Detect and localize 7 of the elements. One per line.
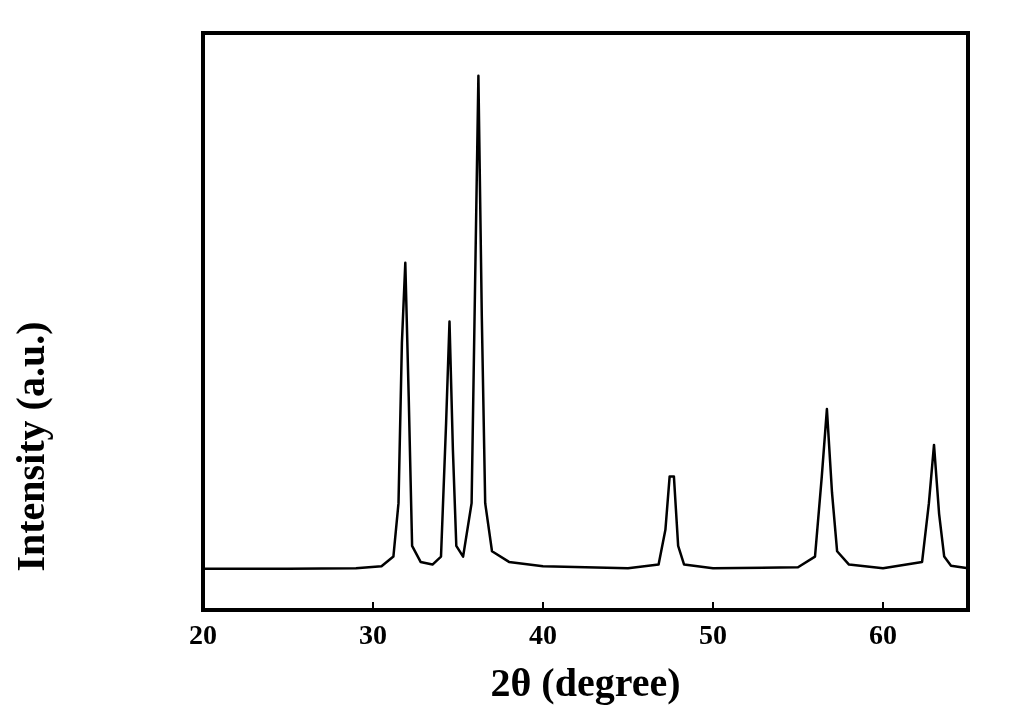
x-tick-label: 50 [699,618,727,650]
x-tick-label: 40 [529,618,557,650]
x-axis-title: 2θ (degree) [490,659,681,705]
x-tick-label: 20 [189,618,217,650]
x-tick-label: 30 [359,618,387,650]
x-tick-label: 60 [869,618,897,650]
y-axis-title: Intensity (a.u.) [7,321,53,572]
